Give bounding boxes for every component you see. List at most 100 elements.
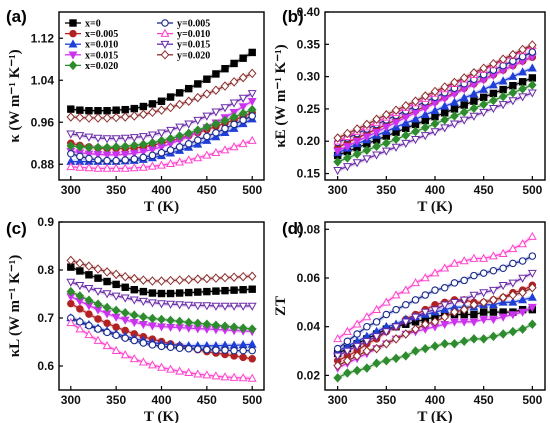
data-point [148, 276, 157, 286]
x-tick-label: 400 [151, 183, 171, 197]
data-point [139, 139, 148, 150]
legend-entry: x=0.020 [65, 60, 118, 72]
data-point [229, 142, 239, 151]
data-point [508, 326, 518, 337]
data-point [157, 105, 166, 115]
data-point [362, 119, 372, 130]
data-point [148, 137, 157, 148]
data-point [420, 91, 430, 101]
data-point [120, 307, 130, 318]
data-point [430, 341, 440, 351]
series-6 [333, 231, 537, 343]
data-point [93, 287, 103, 296]
data-point [498, 91, 508, 102]
x-tick-label: 300 [61, 393, 81, 407]
data-point [527, 231, 537, 240]
data-point [112, 280, 120, 289]
data-point [184, 96, 193, 106]
data-point [129, 353, 139, 363]
data-point [129, 134, 139, 143]
data-point [528, 48, 537, 56]
data-point [440, 301, 450, 310]
data-point [372, 114, 381, 125]
data-point [139, 287, 148, 296]
data-point [459, 304, 469, 315]
series-5 [67, 314, 256, 355]
data-point [66, 286, 76, 297]
y-tick-label: 0.08 [297, 222, 321, 236]
data-point [343, 356, 352, 366]
data-point [202, 150, 212, 159]
data-point [211, 108, 221, 117]
data-point [411, 296, 420, 304]
data-point [103, 319, 111, 328]
data-point [382, 310, 391, 319]
series-3 [66, 293, 257, 337]
data-point [498, 313, 508, 322]
data-point [498, 101, 508, 110]
data-point [401, 130, 411, 141]
data-point [175, 289, 184, 297]
data-point [450, 338, 459, 349]
data-point [382, 138, 391, 148]
data-point [84, 329, 94, 339]
data-point [431, 286, 439, 294]
data-point [85, 321, 93, 330]
data-point [440, 312, 450, 322]
data-point [488, 80, 498, 89]
data-point [220, 104, 230, 113]
data-point [111, 112, 121, 123]
legend-marker [68, 60, 78, 71]
data-point [239, 54, 247, 62]
data-point [450, 77, 459, 88]
data-point [247, 90, 257, 99]
legend-marker [160, 40, 170, 50]
data-point [440, 115, 450, 125]
data-point [175, 89, 184, 97]
data-point [120, 163, 130, 172]
data-point [85, 271, 93, 279]
series-5 [333, 252, 537, 353]
data-point [103, 328, 111, 337]
data-point [489, 308, 498, 316]
data-point [508, 279, 518, 288]
data-point [94, 274, 102, 282]
data-point [120, 271, 130, 282]
data-point [139, 275, 148, 285]
data-point [148, 100, 157, 108]
data-point [420, 122, 430, 133]
data-point [469, 89, 479, 98]
data-point [238, 373, 248, 382]
data-point [147, 299, 157, 308]
data-point [184, 274, 193, 285]
data-point [498, 54, 508, 64]
data-point [441, 109, 449, 117]
data-point [121, 105, 129, 114]
data-point [111, 269, 121, 280]
data-point [66, 278, 76, 287]
data-point [528, 319, 537, 330]
data-point [527, 292, 537, 301]
data-point [93, 264, 103, 274]
data-point [66, 255, 76, 266]
data-point [212, 129, 220, 137]
data-point [211, 273, 221, 283]
data-point [392, 305, 400, 314]
data-point [489, 95, 498, 106]
y-axis-label: ZT [273, 296, 289, 316]
x-tick-label: 450 [197, 393, 217, 407]
data-point [202, 122, 212, 132]
data-point [508, 243, 518, 253]
legend-label: y=0.020 [177, 50, 210, 61]
data-point [469, 67, 479, 78]
data-point [111, 151, 121, 160]
data-point [202, 273, 212, 284]
y-tick-label: 0.7 [37, 311, 54, 325]
series-7 [333, 269, 537, 361]
x-tick-label: 500 [242, 183, 262, 197]
data-point [342, 143, 352, 152]
data-point [193, 116, 203, 125]
data-point [479, 253, 489, 262]
data-point [498, 76, 508, 85]
